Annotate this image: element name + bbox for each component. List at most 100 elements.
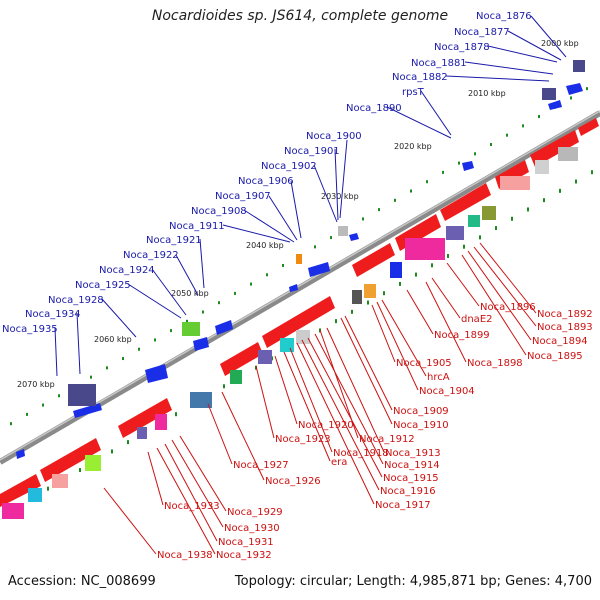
gene-reverse-box — [190, 392, 212, 408]
label-noca-1918: Noca_1918 — [333, 448, 389, 459]
label-noca-1917: Noca_1917 — [375, 500, 431, 511]
label-rpst: rpsT — [402, 87, 425, 98]
label-noca-1915: Noca_1915 — [383, 473, 439, 484]
connector-noca-1901 — [334, 148, 339, 221]
tick-mark — [522, 124, 524, 128]
connector-noca-1929 — [179, 435, 227, 512]
label-noca-1924: Noca_1924 — [99, 265, 155, 276]
connector-noca-1922 — [175, 254, 199, 296]
connector-noca-1909 — [344, 315, 393, 411]
label-noca-1923: Noca_1923 — [275, 434, 331, 445]
connector-noca-1877 — [507, 30, 562, 61]
label-noca-1932: Noca_1932 — [216, 550, 272, 561]
tick-mark — [378, 208, 380, 212]
connector-noca-1876 — [530, 15, 567, 58]
tick-mark — [415, 272, 417, 277]
connector-noca-1913 — [326, 327, 385, 453]
label-noca-1921: Noca_1921 — [146, 235, 202, 246]
label-noca-1913: Noca_1913 — [385, 448, 441, 459]
gene-forward-arrow — [566, 83, 583, 95]
tick-mark — [282, 263, 284, 267]
gene-reverse-box — [405, 238, 445, 260]
label-noca-1933: Noca_1933 — [164, 501, 220, 512]
label-noca-1904: Noca_1904 — [419, 386, 475, 397]
label-noca-1905: Noca_1905 — [396, 358, 452, 369]
label-dnae2: dnaE2 — [461, 314, 493, 325]
tick-mark — [202, 310, 204, 314]
tick-mark — [138, 347, 140, 351]
connector-hrca — [381, 299, 427, 377]
connector-noca-1918 — [289, 347, 333, 453]
connector-noca-1895 — [461, 254, 527, 356]
label-noca-1882: Noca_1882 — [392, 72, 448, 83]
gene-forward-arrow — [308, 262, 330, 277]
genome-title: Nocardioides sp. JS614, complete genome — [151, 8, 449, 24]
tick-mark — [447, 253, 449, 258]
tick-mark — [314, 245, 316, 249]
gene-reverse-box — [137, 427, 147, 439]
label-noca-1907: Noca_1907 — [215, 191, 271, 202]
gene-reverse-box — [85, 455, 101, 471]
gene-forward-arrow — [145, 364, 168, 383]
label-noca-1912: Noca_1912 — [359, 434, 415, 445]
tick-mark — [266, 273, 268, 277]
label-noca-1910: Noca_1910 — [393, 420, 449, 431]
tick-mark — [410, 189, 412, 193]
tick-mark — [90, 375, 92, 379]
gene-reverse-box — [155, 414, 167, 430]
gene-forward-box — [542, 88, 556, 100]
connector-noca-1890 — [386, 106, 452, 139]
tick-mark — [463, 244, 465, 249]
connector-noca-1904 — [376, 301, 419, 391]
label-noca-1926: Noca_1926 — [265, 476, 321, 487]
kbp-marker-2010: 2010 kbp — [468, 89, 506, 98]
tick-mark — [543, 198, 545, 203]
label-era: era — [331, 457, 347, 468]
gene-forward-arrow — [73, 403, 102, 418]
label-noca-1876: Noca_1876 — [476, 11, 532, 22]
tick-mark — [250, 282, 252, 286]
connector-noca-1931 — [164, 443, 218, 542]
tick-mark — [58, 394, 60, 398]
tick-mark — [383, 291, 385, 296]
gene-forward-arrow — [16, 449, 25, 459]
label-noca-1934: Noca_1934 — [25, 309, 81, 320]
label-hrca: hrcA — [427, 372, 450, 383]
gene-reverse-box — [2, 503, 24, 519]
tick-mark — [170, 329, 172, 333]
tick-mark — [106, 366, 108, 370]
tick-mark — [154, 338, 156, 342]
gene-reverse-box — [230, 370, 242, 384]
connector-noca-1900 — [339, 139, 348, 219]
tick-mark — [111, 449, 113, 454]
connector-rpst — [420, 90, 452, 136]
connector-noca-1905 — [371, 304, 396, 363]
gene-forward-arrow — [548, 100, 562, 110]
gene-reverse-arrow — [40, 438, 101, 482]
connector-noca-1906 — [290, 180, 302, 239]
connector-noca-1928 — [101, 298, 137, 338]
gene-reverse-box — [468, 215, 480, 227]
label-noca-1892: Noca_1892 — [537, 309, 593, 320]
connector-noca-1917 — [296, 342, 375, 505]
gene-forward-arrow — [349, 233, 359, 241]
tick-mark — [538, 115, 540, 119]
gene-forward-box — [338, 226, 348, 236]
label-noca-1927: Noca_1927 — [233, 460, 289, 471]
tick-mark — [362, 217, 364, 221]
kbp-marker-2040: 2040 kbp — [246, 241, 284, 250]
connector-noca-1894 — [467, 250, 532, 341]
genome-backbone-highlight — [0, 110, 600, 461]
tick-mark — [490, 142, 492, 146]
tick-mark — [10, 422, 12, 426]
connector-noca-1927 — [207, 403, 233, 465]
label-noca-1878: Noca_1878 — [434, 42, 490, 53]
connector-noca-1893 — [473, 246, 537, 327]
label-noca-1920: Noca_1920 — [298, 420, 354, 431]
tick-mark — [351, 309, 353, 314]
tick-mark — [122, 357, 124, 361]
kbp-marker-2050: 2050 kbp — [171, 289, 209, 298]
gene-reverse-box — [52, 474, 68, 488]
connector-noca-1911 — [222, 224, 291, 243]
